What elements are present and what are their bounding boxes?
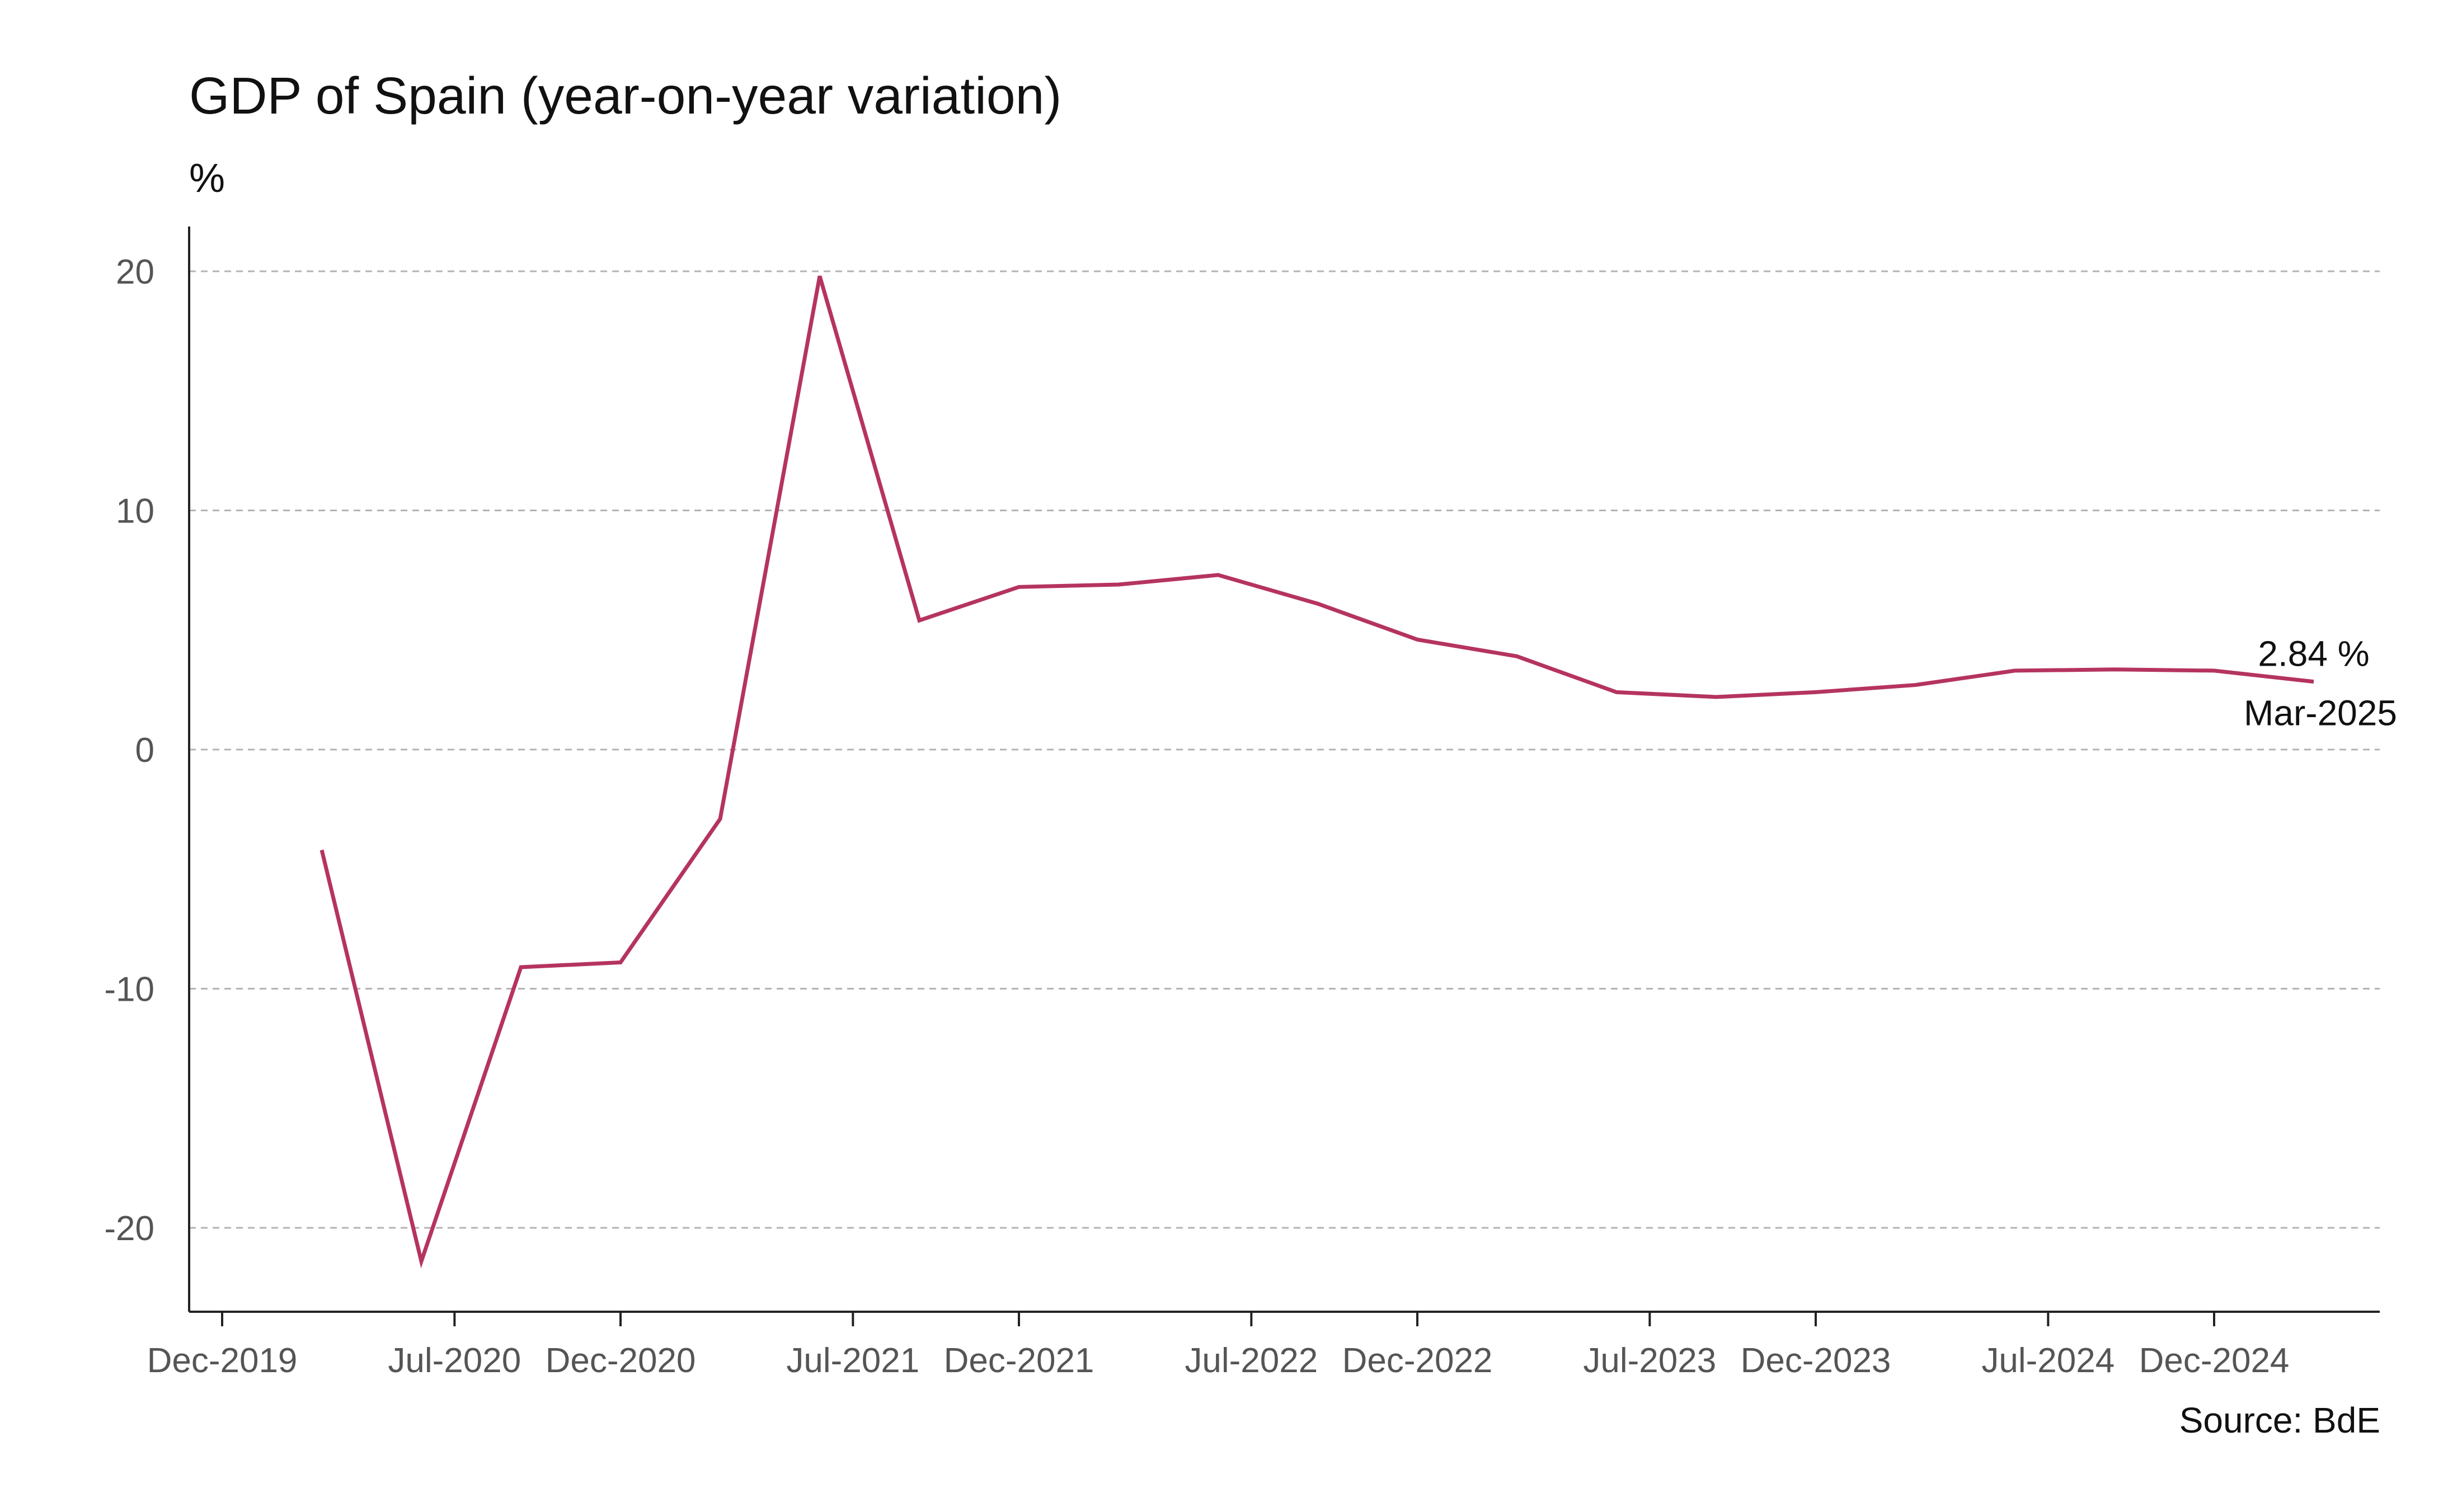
x-tick-label: Jul-2023 — [1583, 1341, 1716, 1380]
y-tick-label: -20 — [104, 1209, 154, 1248]
y-tick-label: -10 — [104, 971, 154, 1009]
source-note: Source: BdE — [2179, 1400, 2380, 1440]
y-tick-label: 10 — [116, 492, 154, 531]
end-annotation: 2.84 % Mar-2025 — [2244, 634, 2397, 733]
y-tick-label: 20 — [116, 253, 154, 291]
x-tick-label: Dec-2022 — [1342, 1341, 1493, 1380]
annotation-date: Mar-2025 — [2244, 693, 2397, 733]
x-axis-ticks: Dec-2019 Jul-2020 Dec-2020 Jul-2021 Dec-2021… — [147, 1312, 2290, 1380]
y-tick-label: 0 — [135, 731, 154, 770]
x-tick-label: Jul-2024 — [1981, 1341, 2115, 1380]
series-line-0 — [319, 275, 2314, 1269]
x-tick-label: Jul-2020 — [388, 1341, 521, 1380]
x-tick-label: Dec-2024 — [2139, 1341, 2290, 1380]
series-layer — [319, 275, 2314, 1269]
x-tick-label: Jul-2021 — [786, 1341, 919, 1380]
x-tick-label: Dec-2021 — [944, 1341, 1094, 1380]
x-tick-label: Dec-2019 — [147, 1341, 298, 1380]
x-tick-label: Jul-2022 — [1185, 1341, 1318, 1380]
y-axis-ticks: 20 10 0 -10 -20 — [104, 253, 154, 1248]
annotation-value: 2.84 % — [2258, 634, 2369, 674]
y-axis-unit-label: % — [189, 156, 225, 201]
gridlines — [189, 270, 2380, 1229]
x-tick-label: Dec-2023 — [1741, 1341, 1891, 1380]
x-tick-label: Dec-2020 — [546, 1341, 696, 1380]
axes — [188, 227, 2380, 1313]
chart-title: GDP of Spain (year-on-year variation) — [189, 67, 1062, 125]
